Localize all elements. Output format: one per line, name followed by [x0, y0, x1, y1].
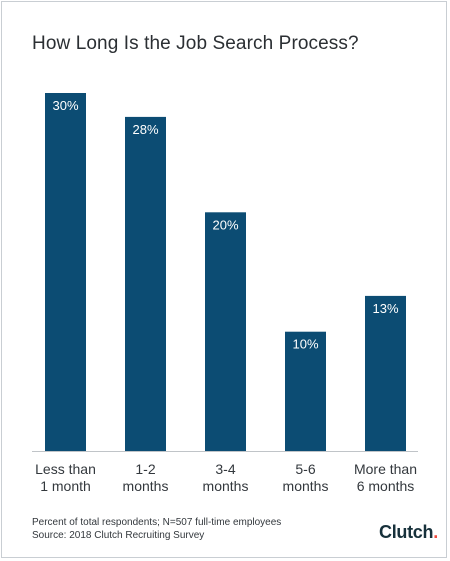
bar-3: [285, 331, 326, 451]
footnote-source: Source: 2018 Clutch Recruiting Survey: [32, 530, 205, 541]
bar-value-label-2: 20%: [212, 217, 238, 232]
category-label-4-line-0: More than: [354, 461, 417, 477]
bar-2: [205, 212, 246, 451]
chart-title: How Long Is the Job Search Process?: [32, 33, 359, 54]
bar-value-label-3: 10%: [292, 337, 318, 352]
category-label-1-line-0: 1-2: [135, 461, 155, 477]
bar-value-label-4: 13%: [372, 301, 398, 316]
category-label-1-line-1: months: [123, 478, 169, 494]
bar-4: [365, 295, 406, 451]
labels-layer: 30% 28% 20% 10% 13%: [52, 98, 398, 352]
category-label-3-line-0: 5-6: [295, 461, 315, 477]
bar-1: [125, 116, 166, 452]
clutch-logo: Clutch.: [379, 522, 438, 543]
logo-text: Clutch: [379, 522, 434, 542]
category-label-4-line-1: 6 months: [357, 478, 415, 494]
bars-layer: [45, 93, 406, 452]
category-label-0-line-1: 1 month: [40, 478, 91, 494]
footnote-respondents: Percent of total respondents; N=507 full…: [32, 517, 282, 528]
category-label-2-line-0: 3-4: [215, 461, 235, 477]
category-label-0-line-0: Less than: [35, 461, 96, 477]
bar-value-label-1: 28%: [132, 122, 158, 137]
logo-dot: .: [433, 522, 438, 542]
category-label-2-line-1: months: [203, 478, 249, 494]
bar-0: [45, 93, 86, 451]
category-label-3-line-1: months: [283, 478, 329, 494]
bar-value-label-0: 30%: [52, 98, 78, 113]
